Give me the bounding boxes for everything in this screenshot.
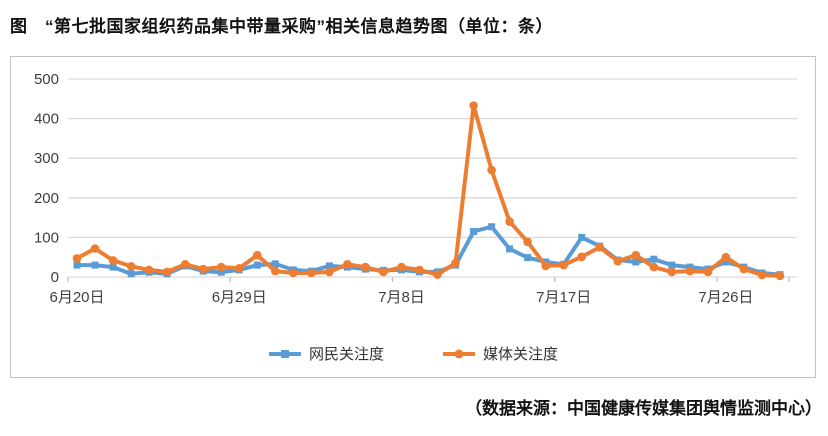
data-point-media bbox=[397, 262, 406, 272]
data-point-netizen bbox=[722, 258, 730, 266]
data-point-netizen bbox=[650, 255, 658, 263]
data-point-media bbox=[757, 270, 767, 280]
data-point-media bbox=[595, 243, 604, 252]
data-point-netizen bbox=[325, 262, 333, 270]
data-point-netizen bbox=[506, 245, 514, 253]
data-point-media bbox=[451, 258, 460, 268]
data-point-media bbox=[415, 265, 424, 275]
data-point-netizen bbox=[271, 260, 279, 268]
data-point-media bbox=[289, 268, 298, 278]
svg-text:500: 500 bbox=[34, 71, 59, 88]
data-point-media bbox=[505, 217, 514, 226]
data-point-netizen bbox=[217, 268, 225, 276]
data-point-media bbox=[433, 270, 442, 279]
data-point-netizen bbox=[127, 270, 135, 278]
svg-text:400: 400 bbox=[34, 111, 59, 128]
legend-marker-media-icon bbox=[443, 349, 475, 358]
data-source-note: （数据来源：中国健康传媒集团舆情监测中心） bbox=[465, 399, 822, 418]
data-point-media bbox=[541, 261, 550, 271]
data-point-netizen bbox=[578, 233, 586, 241]
data-point-media bbox=[577, 252, 586, 262]
data-point-media bbox=[216, 262, 226, 272]
svg-text:7月17日: 7月17日 bbox=[536, 289, 591, 306]
data-point-media bbox=[180, 260, 190, 269]
x-axis-labels: 6月20日 6月29日 7月8日 7月17日 7月26日 bbox=[49, 289, 753, 306]
data-point-media bbox=[685, 266, 695, 276]
data-point-media bbox=[108, 256, 118, 265]
svg-text:300: 300 bbox=[34, 150, 59, 167]
chart-legend: 网民关注度 媒体关注度 bbox=[11, 343, 815, 364]
data-point-media bbox=[325, 267, 334, 277]
legend-label-media: 媒体关注度 bbox=[483, 346, 559, 363]
data-point-netizen bbox=[91, 261, 99, 269]
data-point-media bbox=[343, 260, 352, 269]
data-point-media bbox=[144, 265, 154, 275]
data-point-netizen bbox=[524, 254, 532, 262]
legend-marker-netizen-icon bbox=[268, 349, 301, 358]
data-point-media bbox=[775, 271, 785, 281]
svg-text:6月20日: 6月20日 bbox=[49, 289, 104, 306]
data-point-media bbox=[523, 237, 532, 247]
data-point-media bbox=[307, 268, 316, 278]
x-axis-ticks bbox=[67, 277, 790, 282]
svg-text:7月26日: 7月26日 bbox=[698, 289, 753, 306]
figure-title: 图 “第七批国家组织药品集中带量采购”相关信息趋势图（单位：条） bbox=[10, 17, 553, 36]
data-point-media bbox=[559, 260, 568, 270]
gridlines bbox=[68, 78, 797, 278]
data-point-media bbox=[739, 264, 749, 274]
data-point-media bbox=[126, 262, 136, 271]
data-point-netizen bbox=[488, 223, 496, 231]
svg-text:0: 0 bbox=[51, 269, 59, 286]
data-point-media bbox=[361, 262, 370, 272]
svg-text:7月8日: 7月8日 bbox=[378, 289, 425, 306]
data-point-media bbox=[253, 250, 262, 260]
data-point-media bbox=[198, 264, 208, 274]
data-point-media bbox=[379, 267, 388, 277]
data-point-netizen bbox=[73, 261, 81, 269]
trend-line-chart: 0 100 200 300 400 500 6月20日 6月29日 7月8日 7月17日 7月26日 bbox=[34, 71, 797, 306]
data-point-media bbox=[649, 262, 659, 272]
legend-item-netizen: 网民关注度 bbox=[268, 343, 384, 364]
data-point-media bbox=[703, 267, 713, 277]
data-point-netizen bbox=[253, 261, 261, 269]
data-point-media bbox=[162, 267, 172, 277]
data-point-netizen bbox=[632, 258, 640, 266]
svg-text:100: 100 bbox=[34, 229, 59, 246]
data-point-netizen bbox=[109, 263, 117, 271]
svg-text:200: 200 bbox=[34, 190, 59, 207]
chart-container: 0 100 200 300 400 500 6月20日 6月29日 7月8日 7月17日 7月26日… bbox=[10, 56, 816, 378]
data-point-media bbox=[271, 266, 280, 276]
data-point-media bbox=[631, 250, 641, 260]
data-point-netizen bbox=[668, 261, 676, 269]
data-point-media bbox=[234, 264, 244, 273]
data-point-media bbox=[469, 101, 478, 110]
svg-text:6月29日: 6月29日 bbox=[212, 289, 267, 306]
data-point-media bbox=[667, 267, 677, 277]
data-point-media bbox=[487, 165, 496, 175]
series-media bbox=[72, 101, 785, 281]
series-line-media bbox=[75, 103, 782, 278]
legend-label-netizen: 网民关注度 bbox=[308, 346, 384, 363]
data-point-media bbox=[90, 244, 100, 253]
legend-item-media: 媒体关注度 bbox=[442, 343, 558, 364]
data-point-netizen bbox=[470, 228, 478, 235]
y-axis-labels: 0 100 200 300 400 500 bbox=[34, 71, 59, 286]
data-point-media bbox=[721, 252, 731, 262]
data-point-media bbox=[613, 256, 623, 266]
data-point-media bbox=[72, 254, 82, 263]
